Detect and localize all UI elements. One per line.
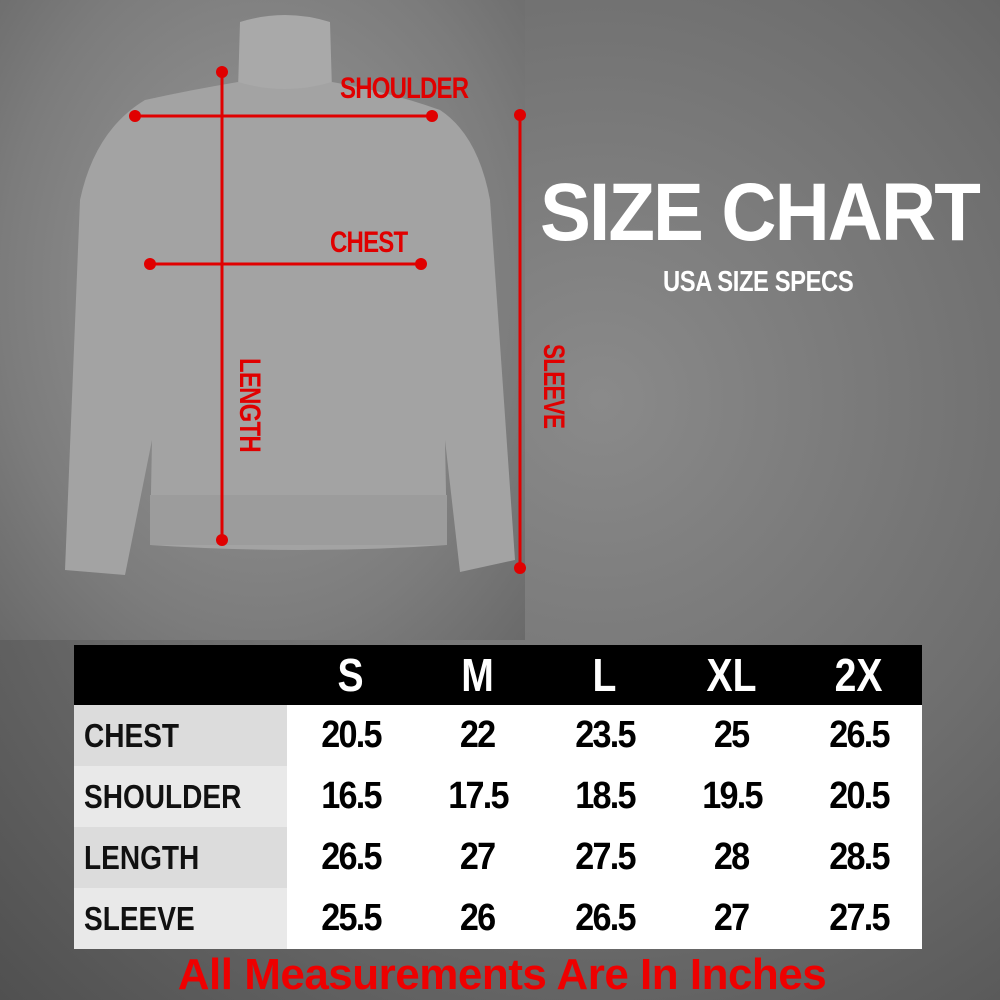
- measurement-value: 27.5: [574, 836, 636, 878]
- measurement-cell: 28.5: [795, 827, 922, 888]
- measurement-cell: 17.5: [414, 766, 541, 827]
- row-label: CHEST: [74, 705, 287, 766]
- measurement-note: All Measurements Are In Inches: [177, 950, 827, 999]
- row-label: SLEEVE: [74, 888, 287, 949]
- measurement-cell: 25.5: [287, 888, 414, 949]
- sleeve-label: SLEEVE: [537, 344, 570, 429]
- measurement-value: 27: [460, 836, 496, 878]
- measurement-cell: 19.5: [668, 766, 795, 827]
- measurement-lines: [135, 72, 522, 568]
- measurement-value: 20.5: [828, 775, 890, 817]
- measurement-value: 25: [714, 714, 750, 756]
- measurement-value: 28: [714, 836, 750, 878]
- measurement-cell: 23.5: [541, 705, 668, 766]
- size-header: M: [461, 649, 494, 701]
- measurement-value: 25.5: [320, 897, 382, 939]
- table-row: LENGTH 26.5 27 27.5 28 28.5: [74, 827, 922, 888]
- measurement-value: 16.5: [320, 775, 382, 817]
- size-table: S M L XL 2X CHEST 20.5 22 23.5 25 26.5 SHOULDE…: [74, 645, 922, 949]
- size-header: S: [337, 649, 364, 701]
- table-row: SHOULDER 16.5 17.5 18.5 19.5 20.5: [74, 766, 922, 827]
- row-label: SHOULDER: [74, 766, 287, 827]
- measurement-cell: 28: [668, 827, 795, 888]
- measurement-cell: 22: [414, 705, 541, 766]
- measurement-value: 18.5: [574, 775, 636, 817]
- measurement-value: 26: [460, 897, 496, 939]
- measurement-cell: 16.5: [287, 766, 414, 827]
- measurement-value: 22: [460, 714, 496, 756]
- turtleneck-sweater-illustration: [65, 15, 526, 575]
- measurement-cell: 27.5: [541, 827, 668, 888]
- page-title: SIZE CHART: [540, 167, 981, 258]
- size-header: XL: [706, 649, 757, 701]
- measurement-cell: 18.5: [541, 766, 668, 827]
- row-label-text: SLEEVE: [84, 900, 195, 937]
- row-label-text: CHEST: [84, 717, 180, 754]
- measurement-cell: 26: [414, 888, 541, 949]
- row-label-text: SHOULDER: [84, 778, 242, 815]
- row-label-text: LENGTH: [84, 839, 200, 876]
- shoulder-label: SHOULDER: [340, 72, 469, 105]
- measurement-value: 28.5: [828, 836, 890, 878]
- measurement-cell: 27: [668, 888, 795, 949]
- row-label: LENGTH: [74, 827, 287, 888]
- measurement-value: 19.5: [701, 775, 763, 817]
- measurement-value: 20.5: [320, 714, 382, 756]
- measurement-cell: 20.5: [795, 766, 922, 827]
- measurement-cell: 26.5: [541, 888, 668, 949]
- measurement-cell: 27: [414, 827, 541, 888]
- measurement-value: 17.5: [447, 775, 509, 817]
- measurement-value: 26.5: [574, 897, 636, 939]
- length-label: LENGTH: [233, 358, 266, 452]
- chest-label: CHEST: [330, 226, 408, 259]
- measurement-value: 26.5: [320, 836, 382, 878]
- measurement-value: 23.5: [574, 714, 636, 756]
- size-header: L: [592, 649, 617, 701]
- measurement-value: 26.5: [828, 714, 890, 756]
- table-row: CHEST 20.5 22 23.5 25 26.5: [74, 705, 922, 766]
- measurement-value: 27: [714, 897, 750, 939]
- measurement-value: 27.5: [828, 897, 890, 939]
- page-subtitle: USA SIZE SPECS: [663, 266, 854, 298]
- measurement-cell: 27.5: [795, 888, 922, 949]
- table-row: SLEEVE 25.5 26 26.5 27 27.5: [74, 888, 922, 949]
- size-header-row: S M L XL 2X: [74, 645, 922, 705]
- measurement-cell: 20.5: [287, 705, 414, 766]
- measurement-cell: 25: [668, 705, 795, 766]
- measurement-cell: 26.5: [795, 705, 922, 766]
- size-header: 2X: [834, 649, 883, 701]
- measurement-cell: 26.5: [287, 827, 414, 888]
